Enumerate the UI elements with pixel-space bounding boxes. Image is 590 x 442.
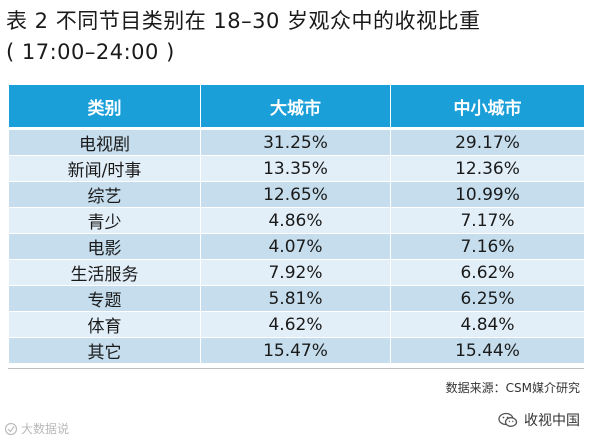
small-city-cell: 6.62% <box>390 259 585 286</box>
table-row: 电影 4.07% 7.16% <box>8 233 585 260</box>
small-city-cell: 7.17% <box>390 207 585 234</box>
table-row: 专题 5.81% 6.25% <box>8 285 585 312</box>
small-city-cell: 12.36% <box>390 155 585 182</box>
small-city-cell: 4.84% <box>390 311 585 338</box>
header-row: 类别 大城市 中小城市 <box>8 84 585 130</box>
big-city-cell: 31.25% <box>200 128 391 156</box>
logo-icon <box>4 422 18 435</box>
big-city-cell: 4.07% <box>200 233 391 260</box>
big-city-cell: 4.86% <box>200 207 391 234</box>
watermark-account: 收视中国 <box>498 410 580 430</box>
category-cell: 生活服务 <box>8 259 201 286</box>
big-city-cell: 4.62% <box>200 311 391 338</box>
category-cell: 其它 <box>8 337 201 364</box>
big-city-cell: 5.81% <box>200 285 391 312</box>
subtitle-text: ( 17:00–24:00 ) <box>6 40 175 64</box>
watermark-brand-text: 大数据说 <box>21 422 70 436</box>
data-source-note: 数据来源：CSM媒介研究 <box>445 381 580 395</box>
title-text: 表 2 不同节目类别在 18–30 岁观众中的收视比重 <box>6 9 481 33</box>
header-big-city: 大城市 <box>200 84 391 130</box>
wechat-icon <box>498 412 518 427</box>
small-city-cell: 7.16% <box>390 233 585 260</box>
table-row: 电视剧 31.25% 29.17% <box>8 128 585 156</box>
header-small-city: 中小城市 <box>390 84 585 130</box>
watermark-brand: 大数据说 <box>4 420 69 437</box>
category-cell: 电视剧 <box>8 128 201 156</box>
table-row: 其它 15.47% 15.44% <box>8 337 585 364</box>
big-city-cell: 7.92% <box>200 259 391 286</box>
big-city-cell: 12.65% <box>200 181 391 208</box>
category-cell: 新闻/时事 <box>8 155 201 182</box>
small-city-cell: 15.44% <box>390 337 585 364</box>
big-city-cell: 15.47% <box>200 337 391 364</box>
table-row: 生活服务 7.92% 6.62% <box>8 259 585 286</box>
category-cell: 综艺 <box>8 181 201 208</box>
category-cell: 体育 <box>8 311 201 338</box>
header-category: 类别 <box>8 84 201 130</box>
footer-divider <box>8 368 584 369</box>
chart-title: 表 2 不同节目类别在 18–30 岁观众中的收视比重 ( 17:00–24:0… <box>6 6 586 68</box>
table-row: 新闻/时事 13.35% 12.36% <box>8 155 585 182</box>
small-city-cell: 29.17% <box>390 128 585 156</box>
table-row: 综艺 12.65% 10.99% <box>8 181 585 208</box>
category-cell: 电影 <box>8 233 201 260</box>
data-table: 类别 大城市 中小城市 电视剧 31.25% 29.17% 新闻/时事 13.3… <box>8 84 585 364</box>
big-city-cell: 13.35% <box>200 155 391 182</box>
table-row: 青少 4.86% 7.17% <box>8 207 585 234</box>
category-cell: 专题 <box>8 285 201 312</box>
watermark-account-text: 收视中国 <box>524 413 580 429</box>
small-city-cell: 6.25% <box>390 285 585 312</box>
small-city-cell: 10.99% <box>390 181 585 208</box>
category-cell: 青少 <box>8 207 201 234</box>
table-row: 体育 4.62% 4.84% <box>8 311 585 338</box>
